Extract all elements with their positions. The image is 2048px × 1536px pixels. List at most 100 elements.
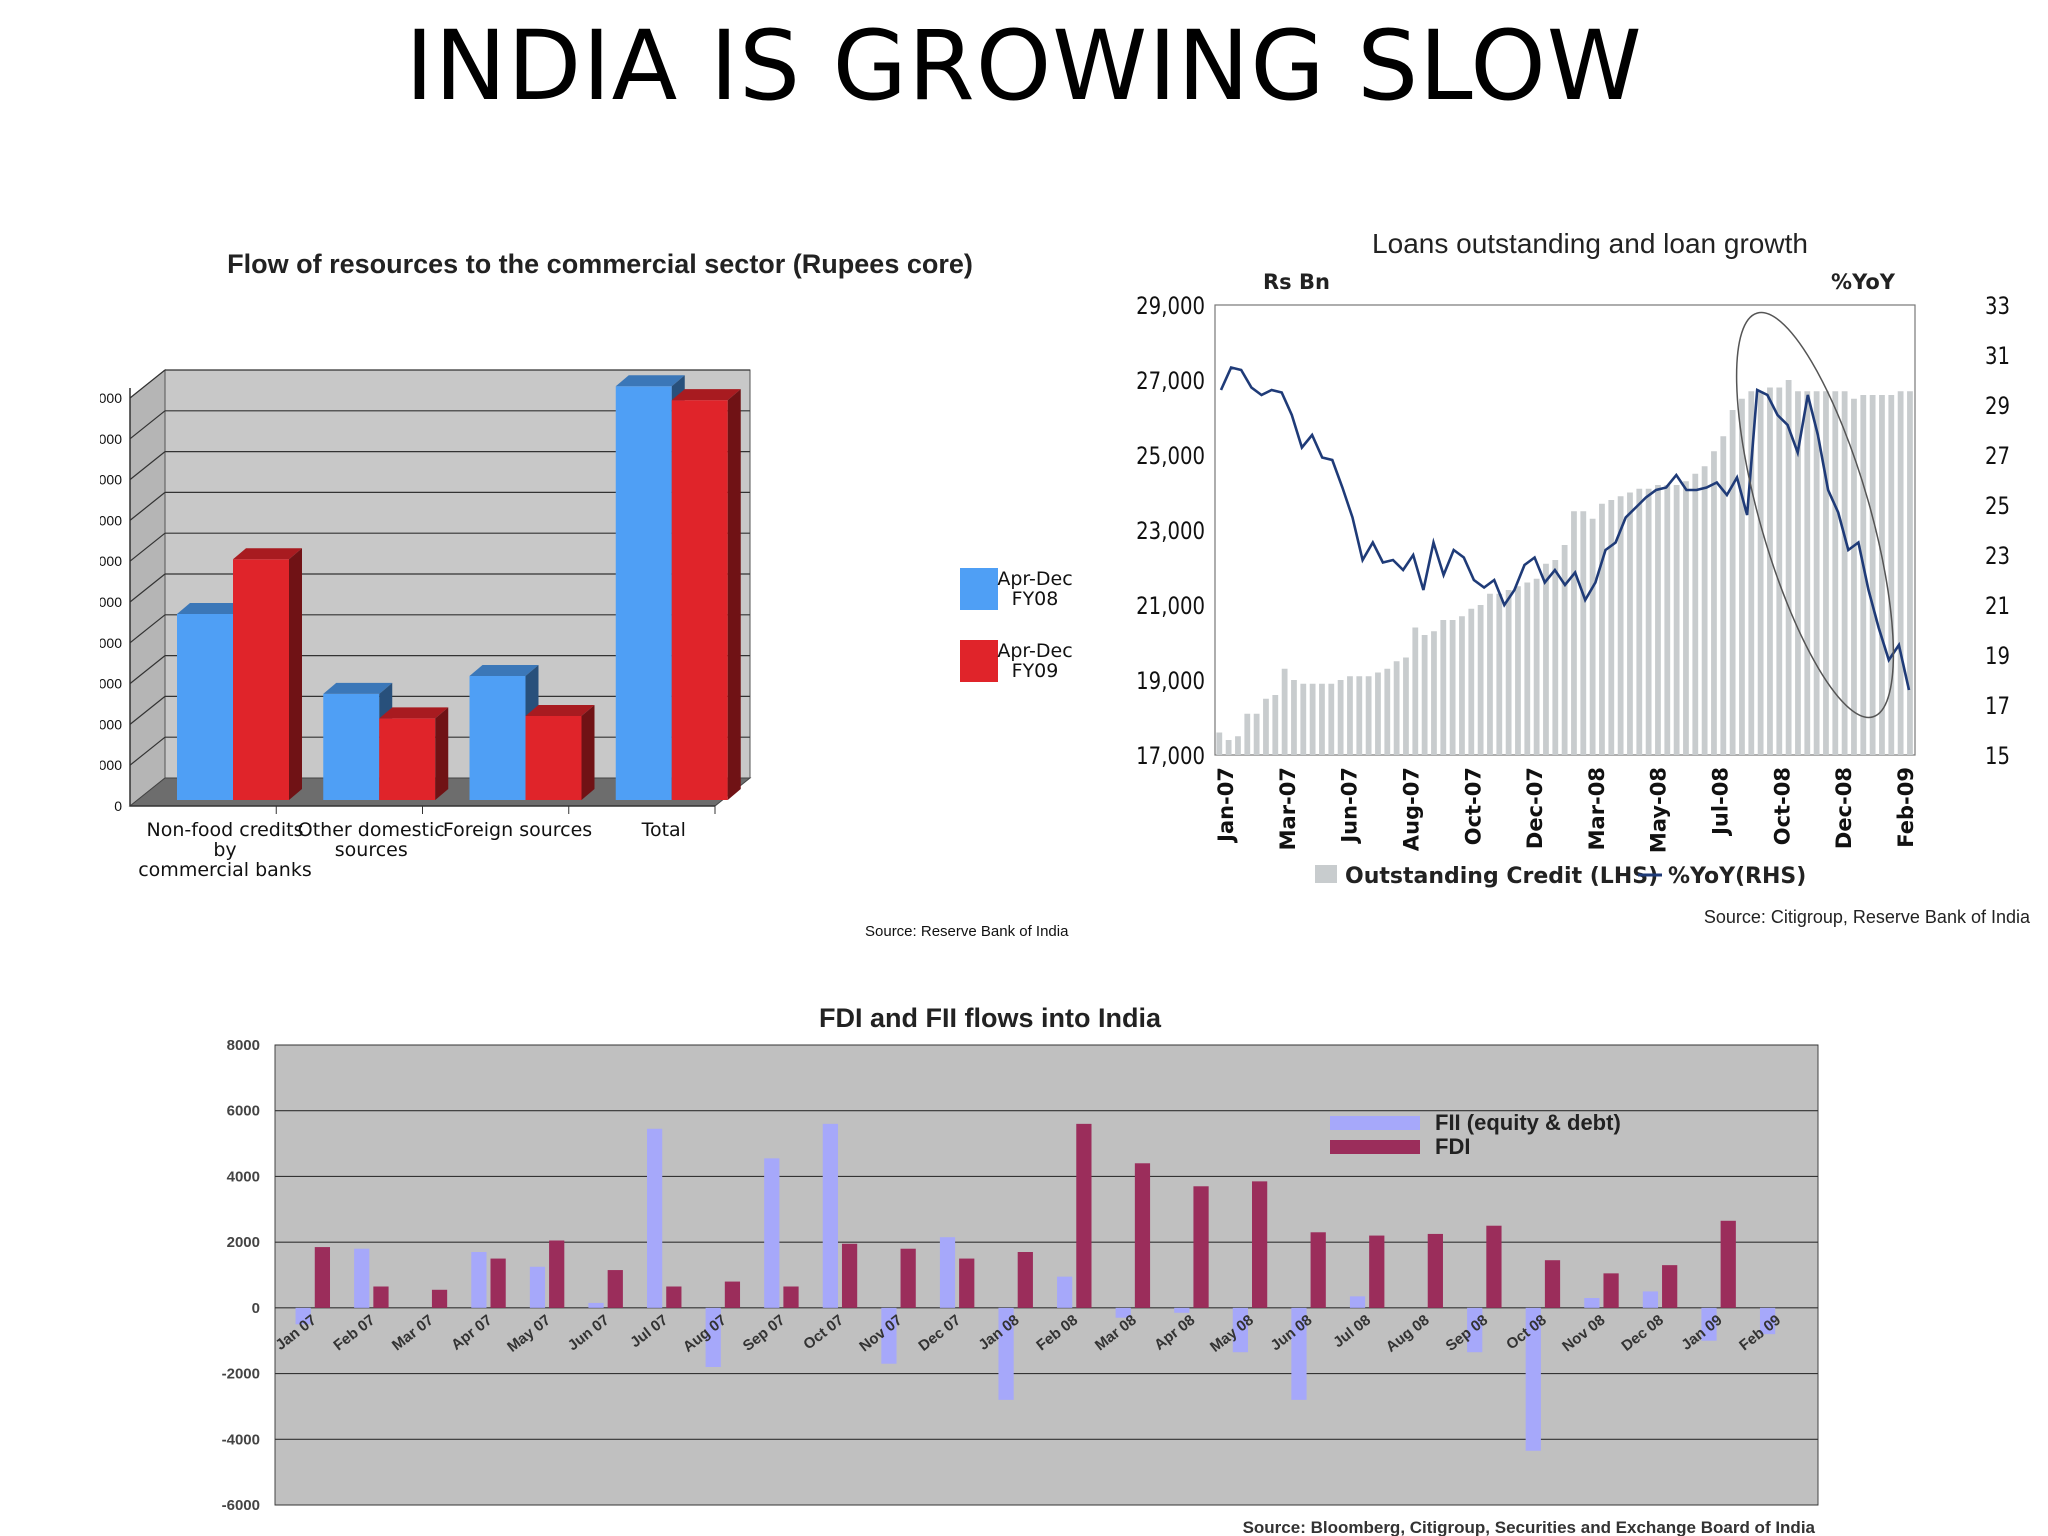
chart3-fdi-bar [1544, 1260, 1561, 1308]
chart2-credit-bar [1431, 631, 1437, 755]
chart1-legend-label: Apr-Dec [997, 640, 1072, 662]
chart2-credit-bar [1851, 398, 1857, 755]
chart3-fdi-bar [1134, 1163, 1151, 1308]
chart2-credit-bar [1263, 698, 1269, 755]
chart2-left-unit: Rs Bn [1263, 270, 1330, 294]
chart3-y-tick-label: 2000 [227, 1234, 260, 1251]
chart2-credit-bar [1645, 488, 1652, 755]
chart3-y-tick-label: -2000 [222, 1366, 260, 1383]
chart2-credit-bar [1393, 661, 1400, 755]
chart1-bar [379, 718, 436, 800]
loans-outstanding-chart: 17,000 19,000 21,000 23,000 25,000 27,000 29,0… [1136, 228, 2031, 927]
chart2-right-tick-label: 21 [1985, 593, 2010, 620]
chart2-credit-bar [1496, 593, 1503, 755]
chart1-bar [323, 693, 380, 800]
chart1-bar-top [469, 664, 539, 676]
chart2-yoy-line [1219, 365, 1911, 691]
chart3-fdi-bar [783, 1286, 799, 1308]
chart3-fii-bar [1174, 1307, 1190, 1313]
chart2-credit-bar [1720, 436, 1727, 755]
chart2-credit-bar [1384, 668, 1391, 755]
chart1-y-tick-label: 400000 [100, 472, 122, 488]
chart2-legend-bar-label: Outstanding Credit (LHS) [1345, 864, 1658, 889]
chart1-bar [525, 715, 582, 800]
chart2-credit-bar [1711, 451, 1717, 755]
chart1-bar [615, 386, 672, 800]
chart2-x-label: Mar-07 [1276, 767, 1300, 850]
chart2-credit-bar [1552, 560, 1559, 755]
chart3-fii-bar [1642, 1291, 1659, 1308]
chart3-fii-bar [1701, 1307, 1717, 1341]
chart1-gridline-side [129, 451, 166, 481]
chart1-title: Flow of resources to the commercial sect… [227, 249, 973, 279]
chart3-fdi-bar [314, 1247, 331, 1308]
chart1-y-tick-label: 100000 [100, 716, 122, 732]
chart2-credit-bar [1767, 387, 1773, 755]
chart2-left-tick-label: 21,000 [1136, 593, 1205, 620]
chart3-fdi-bar [1076, 1123, 1092, 1308]
chart1-category-label: sources [335, 839, 408, 861]
chart2-credit-bar [1823, 391, 1829, 755]
chart2-x-label: Aug-07 [1399, 767, 1423, 851]
chart1-y-tick-label: 300000 [100, 553, 122, 569]
chart3-fdi-bar [490, 1258, 506, 1308]
chart1-gridline-side [129, 736, 166, 766]
chart2-right-tick-label: 33 [1985, 293, 2010, 320]
chart3-fdi-bar [1310, 1232, 1326, 1308]
chart3-y-tick-label: 8000 [227, 1037, 260, 1054]
chart3-fii-bar [1525, 1307, 1541, 1451]
chart2-right-tick-label: 19 [1985, 643, 2010, 670]
chart3-fdi-bar [431, 1289, 448, 1308]
chart3-fii-bar [1759, 1307, 1776, 1335]
chart2-credit-bar [1505, 590, 1512, 755]
chart3-fdi-bar [373, 1286, 389, 1308]
chart3-fii-bar [1584, 1298, 1600, 1308]
chart3-fii-bar [705, 1307, 721, 1367]
chart2-right-tick-label: 15 [1985, 743, 2010, 770]
chart2-credit-bar [1785, 380, 1792, 755]
chart2-credit-bar [1281, 668, 1288, 755]
chart2-credit-bar [1673, 485, 1680, 755]
chart1-y-tick-label: 50000 [100, 757, 122, 773]
chart2-credit-bar [1533, 578, 1540, 755]
chart2-credit-bar [1729, 410, 1736, 755]
chart2-credit-bar [1869, 395, 1876, 755]
chart2-credit-bar [1795, 391, 1801, 755]
chart2-right-tick-label: 27 [1985, 443, 2010, 470]
chart1-gridline-side [129, 655, 166, 685]
chart2-x-label: Jul-08 [1709, 767, 1733, 837]
chart3-fdi-bar [1486, 1225, 1502, 1308]
chart2-credit-bar [1617, 496, 1624, 755]
chart2-left-tick-label: 19,000 [1136, 668, 1205, 695]
chart3-fii-bar [529, 1266, 546, 1308]
chart1-bar-top [177, 602, 246, 614]
chart3-fii-bar [1291, 1307, 1307, 1400]
chart2-credit-bar [1879, 395, 1885, 755]
chart2-credit-bar [1487, 593, 1493, 755]
chart2-credit-bar [1412, 627, 1419, 755]
chart2-credit-bar [1347, 676, 1353, 755]
flow-of-resources-chart: 0 50000 100000 150000 200000 250000 300000 3500… [100, 249, 1073, 940]
chart3-fdi-bar [1603, 1273, 1619, 1308]
chart2-right-tick-label: 17 [1985, 693, 2010, 720]
chart3-y-tick-label: 0 [252, 1300, 260, 1317]
chart1-category-label: Foreign sources [443, 819, 592, 841]
chart1-y-tick-label: 150000 [100, 676, 122, 692]
chart2-credit-bar [1636, 488, 1643, 755]
chart1-gridline-side [129, 532, 166, 562]
chart3-fdi-bar [841, 1243, 858, 1308]
chart2-credit-bar [1655, 485, 1661, 755]
chart3-y-tick-label: 6000 [227, 1103, 260, 1120]
chart3-fdi-bar [1369, 1235, 1385, 1308]
chart2-x-label: May-08 [1647, 767, 1671, 853]
chart2-credit-bar [1356, 676, 1363, 755]
chart1-bar-side [727, 389, 741, 800]
chart1-bar [233, 559, 289, 800]
chart1-y-tick-label: 250000 [100, 594, 122, 610]
chart1-bar-top [525, 704, 595, 716]
chart3-fii-bar [939, 1237, 956, 1308]
chart2-credit-bar [1739, 398, 1745, 755]
chart2-credit-bar [1664, 485, 1671, 755]
chart2-credit-bar [1860, 395, 1867, 755]
chart3-legend-swatch [1330, 1116, 1420, 1130]
